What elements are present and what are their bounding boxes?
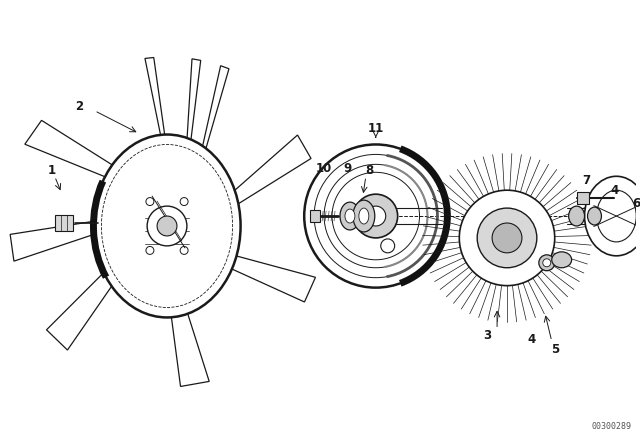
Ellipse shape <box>477 208 537 268</box>
Ellipse shape <box>588 207 602 225</box>
Polygon shape <box>47 255 127 350</box>
Ellipse shape <box>147 206 187 246</box>
Ellipse shape <box>543 259 551 267</box>
Ellipse shape <box>492 223 522 253</box>
Ellipse shape <box>359 208 369 224</box>
Text: 11: 11 <box>367 122 384 135</box>
Ellipse shape <box>345 209 355 223</box>
Text: 3: 3 <box>483 329 491 342</box>
Polygon shape <box>54 215 72 231</box>
Ellipse shape <box>552 252 572 268</box>
Polygon shape <box>166 280 209 387</box>
Ellipse shape <box>93 134 241 318</box>
Polygon shape <box>145 57 170 172</box>
Text: 2: 2 <box>76 100 84 113</box>
Ellipse shape <box>460 190 555 286</box>
Text: 1: 1 <box>47 164 56 177</box>
Ellipse shape <box>354 194 397 238</box>
Polygon shape <box>185 59 201 175</box>
Polygon shape <box>195 66 229 180</box>
Ellipse shape <box>381 239 395 253</box>
Text: 6: 6 <box>632 197 640 210</box>
Text: 8: 8 <box>365 164 374 177</box>
Ellipse shape <box>584 176 640 256</box>
Text: 9: 9 <box>344 162 352 175</box>
Text: 7: 7 <box>582 174 591 187</box>
Text: 4: 4 <box>611 184 618 197</box>
Polygon shape <box>211 250 316 302</box>
Polygon shape <box>25 121 134 185</box>
Polygon shape <box>577 192 589 204</box>
Ellipse shape <box>180 246 188 254</box>
Ellipse shape <box>340 202 360 230</box>
Text: 5: 5 <box>550 343 559 356</box>
Text: 4: 4 <box>528 333 536 346</box>
Ellipse shape <box>180 198 188 206</box>
Ellipse shape <box>569 206 584 226</box>
Ellipse shape <box>157 216 177 236</box>
Ellipse shape <box>146 246 154 254</box>
Text: 00300289: 00300289 <box>591 422 632 431</box>
Ellipse shape <box>304 144 447 288</box>
Ellipse shape <box>353 200 375 232</box>
Ellipse shape <box>146 198 154 206</box>
Polygon shape <box>310 210 320 222</box>
Polygon shape <box>10 219 110 261</box>
Ellipse shape <box>539 255 555 271</box>
Ellipse shape <box>596 190 636 242</box>
Polygon shape <box>220 135 311 213</box>
Ellipse shape <box>366 206 386 226</box>
Text: 10: 10 <box>316 162 332 175</box>
